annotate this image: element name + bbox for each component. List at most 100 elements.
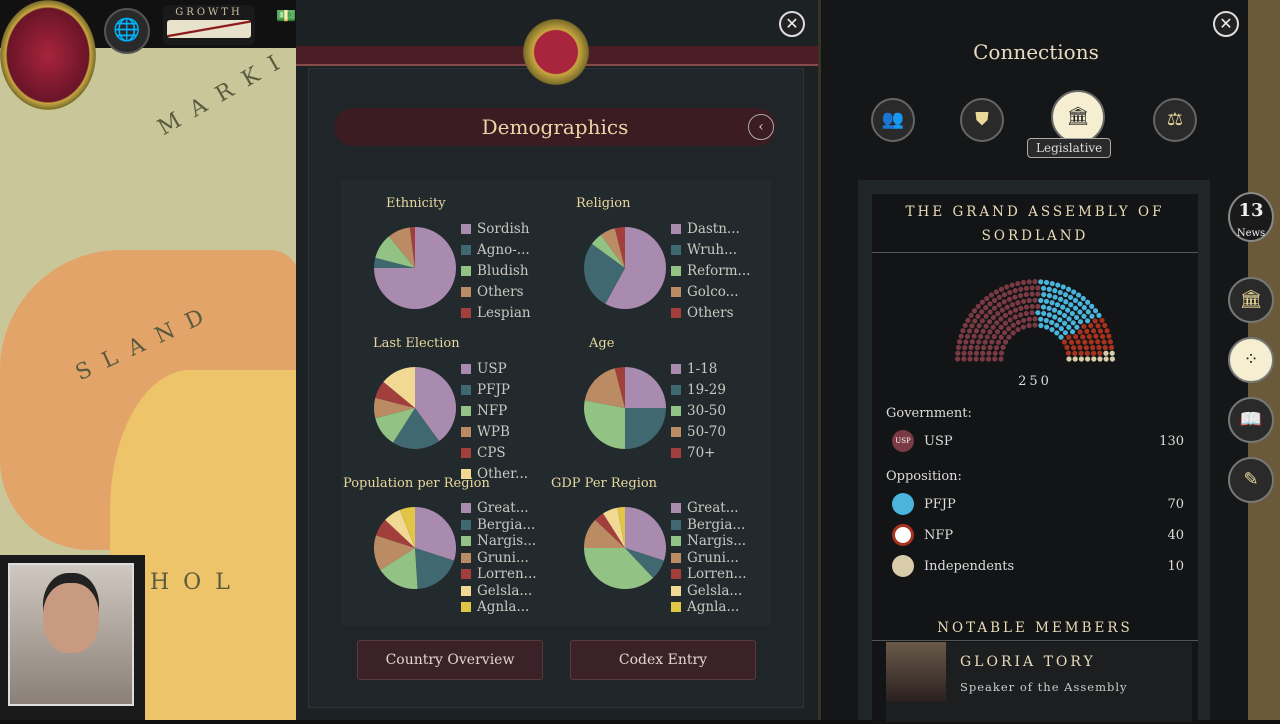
chart-legend: Sordish Agno-... Bludish Others Lespian — [461, 218, 531, 323]
notable-members-title: NOTABLE MEMBERS — [872, 620, 1198, 641]
seat-dot — [1046, 286, 1052, 292]
seat-dot — [1046, 293, 1053, 299]
book-icon[interactable]: 📖 — [1228, 397, 1274, 443]
pie-slice[interactable] — [374, 257, 415, 268]
legend-item: CPS — [461, 442, 528, 463]
party-row-nfp[interactable]: NFP 40 — [892, 524, 1184, 546]
seat-dot — [1032, 316, 1038, 322]
chart-title: Age — [589, 336, 615, 351]
gavel-icon[interactable]: ⚖ — [1153, 98, 1197, 142]
pie-slice[interactable] — [383, 367, 415, 408]
pie-slice[interactable] — [605, 227, 666, 309]
seat-dot — [1088, 323, 1094, 329]
pie-slice[interactable] — [625, 408, 666, 449]
chart-title: GDP Per Region — [551, 476, 658, 491]
pie-slice[interactable] — [600, 228, 625, 268]
bank-icon[interactable]: 🏛 — [1228, 277, 1274, 323]
pie-slice[interactable] — [374, 397, 415, 419]
legend-swatch — [461, 602, 471, 613]
legend-swatch — [461, 307, 471, 318]
seat-dot — [1035, 291, 1041, 297]
seat-dot — [1009, 302, 1016, 308]
pie-slice[interactable] — [409, 227, 415, 268]
legend-swatch — [671, 384, 681, 395]
party-row-pfjp[interactable]: PFJP 70 — [892, 493, 1184, 515]
party-row-independents[interactable]: Independents 10 — [892, 555, 1184, 577]
pie-slice[interactable] — [584, 548, 654, 589]
seat-dot — [984, 295, 990, 302]
seat-dot — [1066, 356, 1072, 362]
seat-dot — [1006, 334, 1012, 340]
pie-slice[interactable] — [584, 519, 625, 548]
pie-slice[interactable] — [617, 507, 625, 548]
globe-button[interactable]: 🌐 — [104, 8, 150, 54]
leader-portrait[interactable] — [0, 555, 145, 720]
pie-slice[interactable] — [584, 400, 625, 449]
shield-icon[interactable]: ⛊ — [960, 98, 1004, 142]
legend-swatch — [461, 569, 471, 580]
seat-dot — [1108, 344, 1115, 351]
pie-slice[interactable] — [415, 548, 454, 589]
pie-slice[interactable] — [388, 227, 415, 268]
seat-dot — [1099, 333, 1106, 340]
pie-slice[interactable] — [415, 507, 456, 561]
pie-slice[interactable] — [385, 509, 415, 548]
party-row-usp[interactable]: USP USP 130 — [892, 430, 1184, 452]
pie-slice[interactable] — [603, 507, 625, 548]
pie-slice[interactable] — [376, 519, 415, 548]
seat-dot — [1001, 299, 1007, 305]
pie-slice[interactable] — [375, 381, 415, 408]
legend-swatch — [461, 223, 471, 234]
seat-dot — [1015, 280, 1021, 287]
close-icon[interactable]: ✕ — [1213, 11, 1239, 37]
seat-dot — [1041, 291, 1047, 298]
pie-slice[interactable] — [393, 408, 440, 449]
seat-dot — [1023, 304, 1030, 310]
seat-dot — [980, 328, 986, 334]
pie-slice[interactable] — [415, 367, 456, 442]
seat-dot — [1026, 316, 1032, 322]
seat-dot — [963, 339, 969, 345]
network-icon[interactable]: ⁘ — [1228, 337, 1274, 383]
news-button[interactable]: 13 News — [1228, 192, 1274, 242]
member-card[interactable]: GLORIA TORY Speaker of the Assembly — [886, 642, 1192, 722]
people-icon[interactable]: 👥 — [871, 98, 915, 142]
country-emblem[interactable] — [0, 0, 96, 110]
pie-slice[interactable] — [591, 234, 625, 268]
pie-slice[interactable] — [614, 367, 625, 408]
seat-dot — [1060, 304, 1066, 310]
seat-dot — [1075, 339, 1081, 345]
seat-dot — [998, 286, 1005, 292]
party-logo: USP — [892, 430, 914, 452]
pie-slice[interactable] — [399, 507, 415, 548]
seat-dot — [1043, 317, 1049, 324]
pie-slice[interactable] — [614, 227, 625, 268]
chart-legend: USP PFJP NFP WPB CPS Other... — [461, 358, 528, 484]
legend-item: 30-50 — [671, 400, 726, 421]
codex-entry-button[interactable]: Codex Entry — [570, 640, 756, 680]
capitol-icon[interactable]: 🏛 — [1051, 90, 1105, 144]
seat-dot — [1068, 302, 1074, 308]
notes-icon[interactable]: ✎ — [1228, 457, 1274, 503]
pie-slice[interactable] — [595, 513, 625, 548]
pie-slice[interactable] — [374, 535, 415, 570]
legend-swatch — [671, 363, 681, 374]
country-overview-button[interactable]: Country Overview — [357, 640, 543, 680]
pie-slice[interactable] — [375, 408, 415, 443]
seat-dot — [1038, 279, 1044, 285]
pie-slice[interactable] — [380, 548, 418, 589]
tab-legislative[interactable]: Legislative — [1027, 138, 1112, 158]
seat-dot — [971, 308, 978, 314]
seat-dot — [998, 334, 1004, 340]
pie-slice[interactable] — [625, 367, 666, 408]
pie-slice[interactable] — [625, 507, 666, 561]
seat-dot — [1078, 356, 1084, 362]
seat-dot — [986, 350, 992, 356]
pie-slice[interactable] — [584, 243, 625, 304]
pie-slice[interactable] — [625, 548, 664, 578]
chevron-left-icon[interactable]: ‹ — [748, 114, 774, 140]
seat-dot — [1029, 285, 1035, 291]
pie-slice[interactable] — [375, 236, 415, 268]
close-icon[interactable]: ✕ — [779, 11, 805, 37]
pie-slice[interactable] — [584, 368, 625, 408]
